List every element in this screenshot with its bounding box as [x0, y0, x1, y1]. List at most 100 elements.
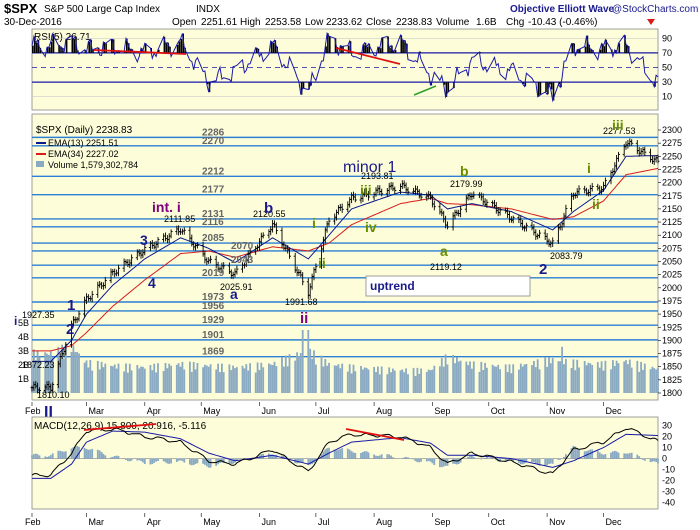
- wave-label: iv: [365, 219, 377, 235]
- volume-bar: [333, 365, 336, 393]
- volume-bar: [536, 359, 539, 393]
- volume-bar: [115, 368, 118, 393]
- price-bar: [498, 207, 502, 216]
- copyright: @StockCharts.com: [612, 4, 698, 15]
- macd-histogram-bar: [407, 457, 409, 459]
- price-tick-label: 1800: [662, 388, 682, 398]
- volume-bar: [309, 348, 312, 393]
- volume-bar: [596, 362, 599, 393]
- level-label: 1901: [202, 330, 225, 341]
- rsi-tick-label: 50: [662, 63, 672, 73]
- volume-bar: [315, 364, 317, 393]
- volume-bar: [442, 366, 445, 393]
- volume-bar: [612, 360, 614, 393]
- month-label: Jun: [262, 406, 277, 416]
- price-bar: [195, 242, 199, 249]
- price-bar: [603, 177, 607, 189]
- price-tick-label: 1875: [662, 349, 682, 359]
- volume-bar: [548, 357, 550, 393]
- macd-histogram-bar: [34, 453, 37, 459]
- volume-bar: [390, 372, 392, 393]
- volume-bar: [405, 368, 407, 393]
- volume-bar: [155, 372, 157, 393]
- volume-bar: [433, 365, 436, 393]
- volume-bar: [230, 370, 233, 393]
- macd-histogram-bar: [249, 458, 251, 460]
- volume-bar: [627, 364, 629, 393]
- volume-bar: [480, 361, 483, 393]
- macd-line: [31, 427, 659, 478]
- wave-label: iii: [612, 117, 624, 133]
- volume-bar: [127, 372, 129, 393]
- volume-bar: [202, 367, 204, 393]
- high-value: 2253.58: [265, 17, 302, 28]
- ema13-line: [32, 155, 659, 362]
- volume-bar: [518, 369, 520, 393]
- macd-histogram-bar: [142, 458, 144, 463]
- volume-bar: [491, 364, 494, 393]
- volume-bar: [221, 363, 223, 393]
- volume-bar: [322, 366, 325, 393]
- wave-label: b: [264, 200, 273, 217]
- volume-bar: [427, 369, 430, 393]
- volume-bar: [563, 364, 565, 393]
- price-bar: [288, 247, 291, 259]
- volume-bar: [59, 359, 62, 393]
- level-label: 2070: [231, 241, 254, 252]
- volume-bar: [572, 359, 575, 393]
- macd-histogram-bar: [390, 455, 392, 459]
- macd-tick-label: 10: [662, 443, 672, 453]
- volume-bar: [457, 361, 460, 393]
- volume-bar: [512, 364, 515, 393]
- macd-histogram-bar: [181, 458, 184, 462]
- volume-bar: [192, 362, 195, 393]
- volume-bar: [207, 366, 210, 393]
- macd-histogram-bar: [510, 458, 513, 461]
- volume-bar: [63, 358, 65, 393]
- wave-label: i: [587, 160, 591, 176]
- month-label: May: [203, 406, 221, 416]
- macd-histogram-bar: [377, 456, 379, 459]
- level-label: 2270: [202, 136, 225, 147]
- volume-bar: [392, 368, 394, 393]
- wave-label: 3: [140, 232, 148, 248]
- macd-histogram-bar: [375, 455, 377, 459]
- volume-bar: [399, 370, 402, 393]
- price-bar: [209, 255, 213, 264]
- macd-histogram-bar: [46, 456, 48, 459]
- volume-bar: [138, 368, 141, 393]
- volume-bar: [222, 372, 225, 393]
- volume-bar: [46, 353, 48, 393]
- macd-histogram-bar: [625, 453, 627, 459]
- macd-histogram-bar: [442, 458, 445, 467]
- volume-bar: [111, 366, 114, 393]
- macd-histogram-bar: [457, 458, 460, 464]
- macd-histogram-bar: [260, 454, 263, 459]
- volume-bar: [301, 330, 304, 393]
- volume-bar: [48, 354, 50, 393]
- macd-tick-label: 0: [662, 454, 667, 464]
- price-annotation: 2179.99: [450, 179, 483, 189]
- volume-bar: [615, 360, 618, 393]
- price-bar: [327, 217, 331, 227]
- volume-bar: [299, 353, 302, 393]
- volume-tick-label: 3B: [18, 346, 29, 356]
- macd-histogram-bar: [439, 458, 441, 468]
- volume-bar: [636, 360, 639, 393]
- level-label: 1956: [202, 301, 225, 312]
- volume-bar: [194, 369, 197, 393]
- watermark: Objective Elliott Wave: [510, 4, 615, 15]
- price-tick-label: 2175: [662, 191, 682, 201]
- volume-bar: [196, 363, 199, 393]
- month-label: Aug: [376, 406, 392, 416]
- price-bar: [577, 185, 581, 196]
- volume-bar: [565, 358, 567, 393]
- volume-bar: [275, 366, 278, 393]
- volume-bar: [504, 364, 507, 393]
- macd-histogram-bar: [615, 451, 618, 459]
- price-annotation: 2120.55: [253, 209, 286, 219]
- price-bar: [117, 264, 120, 277]
- macd-histogram-bar: [576, 448, 579, 459]
- price-tick-label: 1900: [662, 335, 682, 345]
- volume-bar: [459, 360, 462, 393]
